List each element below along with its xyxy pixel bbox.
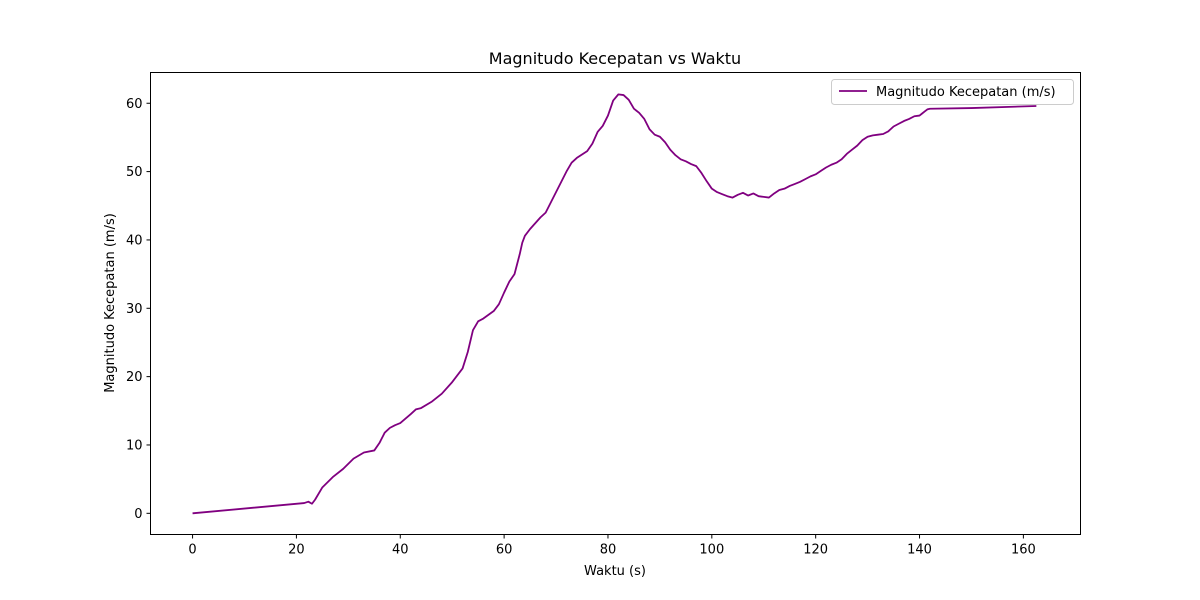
y-tick-label: 50: [126, 165, 143, 180]
y-tick-label: 0: [134, 507, 142, 522]
x-tick-label: 120: [803, 543, 828, 558]
x-tick-label: 60: [496, 543, 513, 558]
y-tick-label: 10: [126, 438, 143, 453]
x-tick-label: 80: [600, 543, 617, 558]
x-tick-label: 0: [188, 543, 196, 558]
plot-area: [192, 93, 1037, 515]
legend-box: [831, 79, 1074, 105]
x-tick-label: 140: [907, 543, 932, 558]
legend: Magnitudo Kecepatan (m/s): [831, 79, 1074, 105]
x-tick-label: 100: [699, 543, 724, 558]
x-tick-label: 160: [1011, 543, 1036, 558]
y-axis: 0 10 20 30 40 50 60: [126, 97, 151, 522]
x-axis: 0 20 40 60 80 100 120 140 160: [188, 534, 1036, 558]
x-axis-label: Waktu (s): [584, 564, 646, 579]
axes-frame: [150, 72, 1081, 535]
y-tick-label: 20: [126, 370, 143, 385]
y-tick-label: 30: [126, 302, 143, 317]
y-tick-label: 60: [126, 97, 143, 112]
legend-label: Magnitudo Kecepatan (m/s): [876, 85, 1056, 100]
y-tick-label: 40: [126, 233, 143, 248]
series-line-0: [192, 93, 1037, 515]
x-tick-label: 20: [288, 543, 305, 558]
x-tick-label: 40: [392, 543, 409, 558]
chart-title: Magnitudo Kecepatan vs Waktu: [489, 49, 741, 68]
y-axis-label: Magnitudo Kecepatan (m/s): [103, 213, 118, 393]
